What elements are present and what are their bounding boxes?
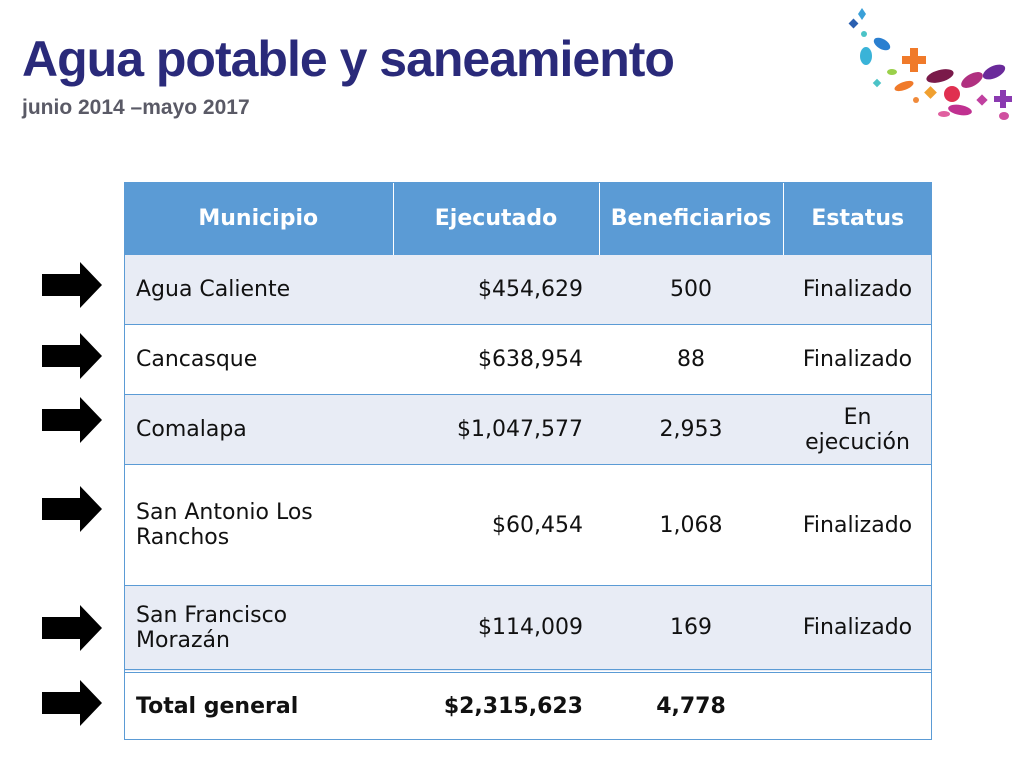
right-arrow-icon <box>42 486 102 532</box>
right-arrow-icon <box>42 605 102 651</box>
right-arrow-icon <box>42 262 102 308</box>
cell-total-beneficiarios: 4,778 <box>599 669 783 739</box>
cell-municipio: Cancasque <box>124 324 393 395</box>
cell-ejecutado: $60,454 <box>393 464 599 586</box>
right-arrow-icon <box>42 680 102 726</box>
cell-municipio: Comalapa <box>124 394 393 465</box>
column-header-ejecutado: Ejecutado <box>393 182 600 255</box>
cell-ejecutado: $638,954 <box>393 324 599 395</box>
table-row: San Francisco Morazán $114,009 169 Final… <box>124 585 932 671</box>
column-header-estatus: Estatus <box>783 182 932 255</box>
cell-beneficiarios: 500 <box>599 254 783 325</box>
cell-beneficiarios: 88 <box>599 324 783 395</box>
data-table: Municipio Ejecutado Beneficiarios Estatu… <box>124 182 932 739</box>
cell-ejecutado: $454,629 <box>393 254 599 325</box>
cell-beneficiarios: 169 <box>599 585 783 671</box>
cell-total-estatus <box>783 669 932 739</box>
cell-estatus: Finalizado <box>783 585 932 671</box>
table-row: Comalapa $1,047,577 2,953 En ejecución <box>124 394 932 465</box>
cell-estatus: En ejecución <box>783 394 932 465</box>
cell-total-label: Total general <box>124 669 393 739</box>
column-header-beneficiarios: Beneficiarios <box>599 182 784 255</box>
page-title: Agua potable y saneamiento <box>22 31 675 87</box>
table-row: Agua Caliente $454,629 500 Finalizado <box>124 254 932 325</box>
cell-total-ejecutado: $2,315,623 <box>393 669 599 739</box>
cell-ejecutado: $114,009 <box>393 585 599 671</box>
cell-beneficiarios: 1,068 <box>599 464 783 586</box>
cell-ejecutado: $1,047,577 <box>393 394 599 465</box>
cell-estatus: Finalizado <box>783 254 932 325</box>
table-row: Cancasque $638,954 88 Finalizado <box>124 324 932 395</box>
cell-municipio: San Antonio Los Ranchos <box>124 464 393 586</box>
cell-estatus: Finalizado <box>783 464 932 586</box>
cell-estatus: Finalizado <box>783 324 932 395</box>
table-header-row: Municipio Ejecutado Beneficiarios Estatu… <box>124 182 932 255</box>
confetti-decoration-icon <box>848 8 1012 120</box>
column-header-municipio: Municipio <box>124 182 394 255</box>
table-total-row: Total general $2,315,623 4,778 <box>124 669 932 739</box>
cell-beneficiarios: 2,953 <box>599 394 783 465</box>
cell-municipio: Agua Caliente <box>124 254 393 325</box>
cell-municipio: San Francisco Morazán <box>124 585 393 671</box>
table-row: San Antonio Los Ranchos $60,454 1,068 Fi… <box>124 464 932 586</box>
right-arrow-icon <box>42 333 102 379</box>
right-arrow-icon <box>42 397 102 443</box>
page-subtitle: junio 2014 –mayo 2017 <box>22 96 250 119</box>
